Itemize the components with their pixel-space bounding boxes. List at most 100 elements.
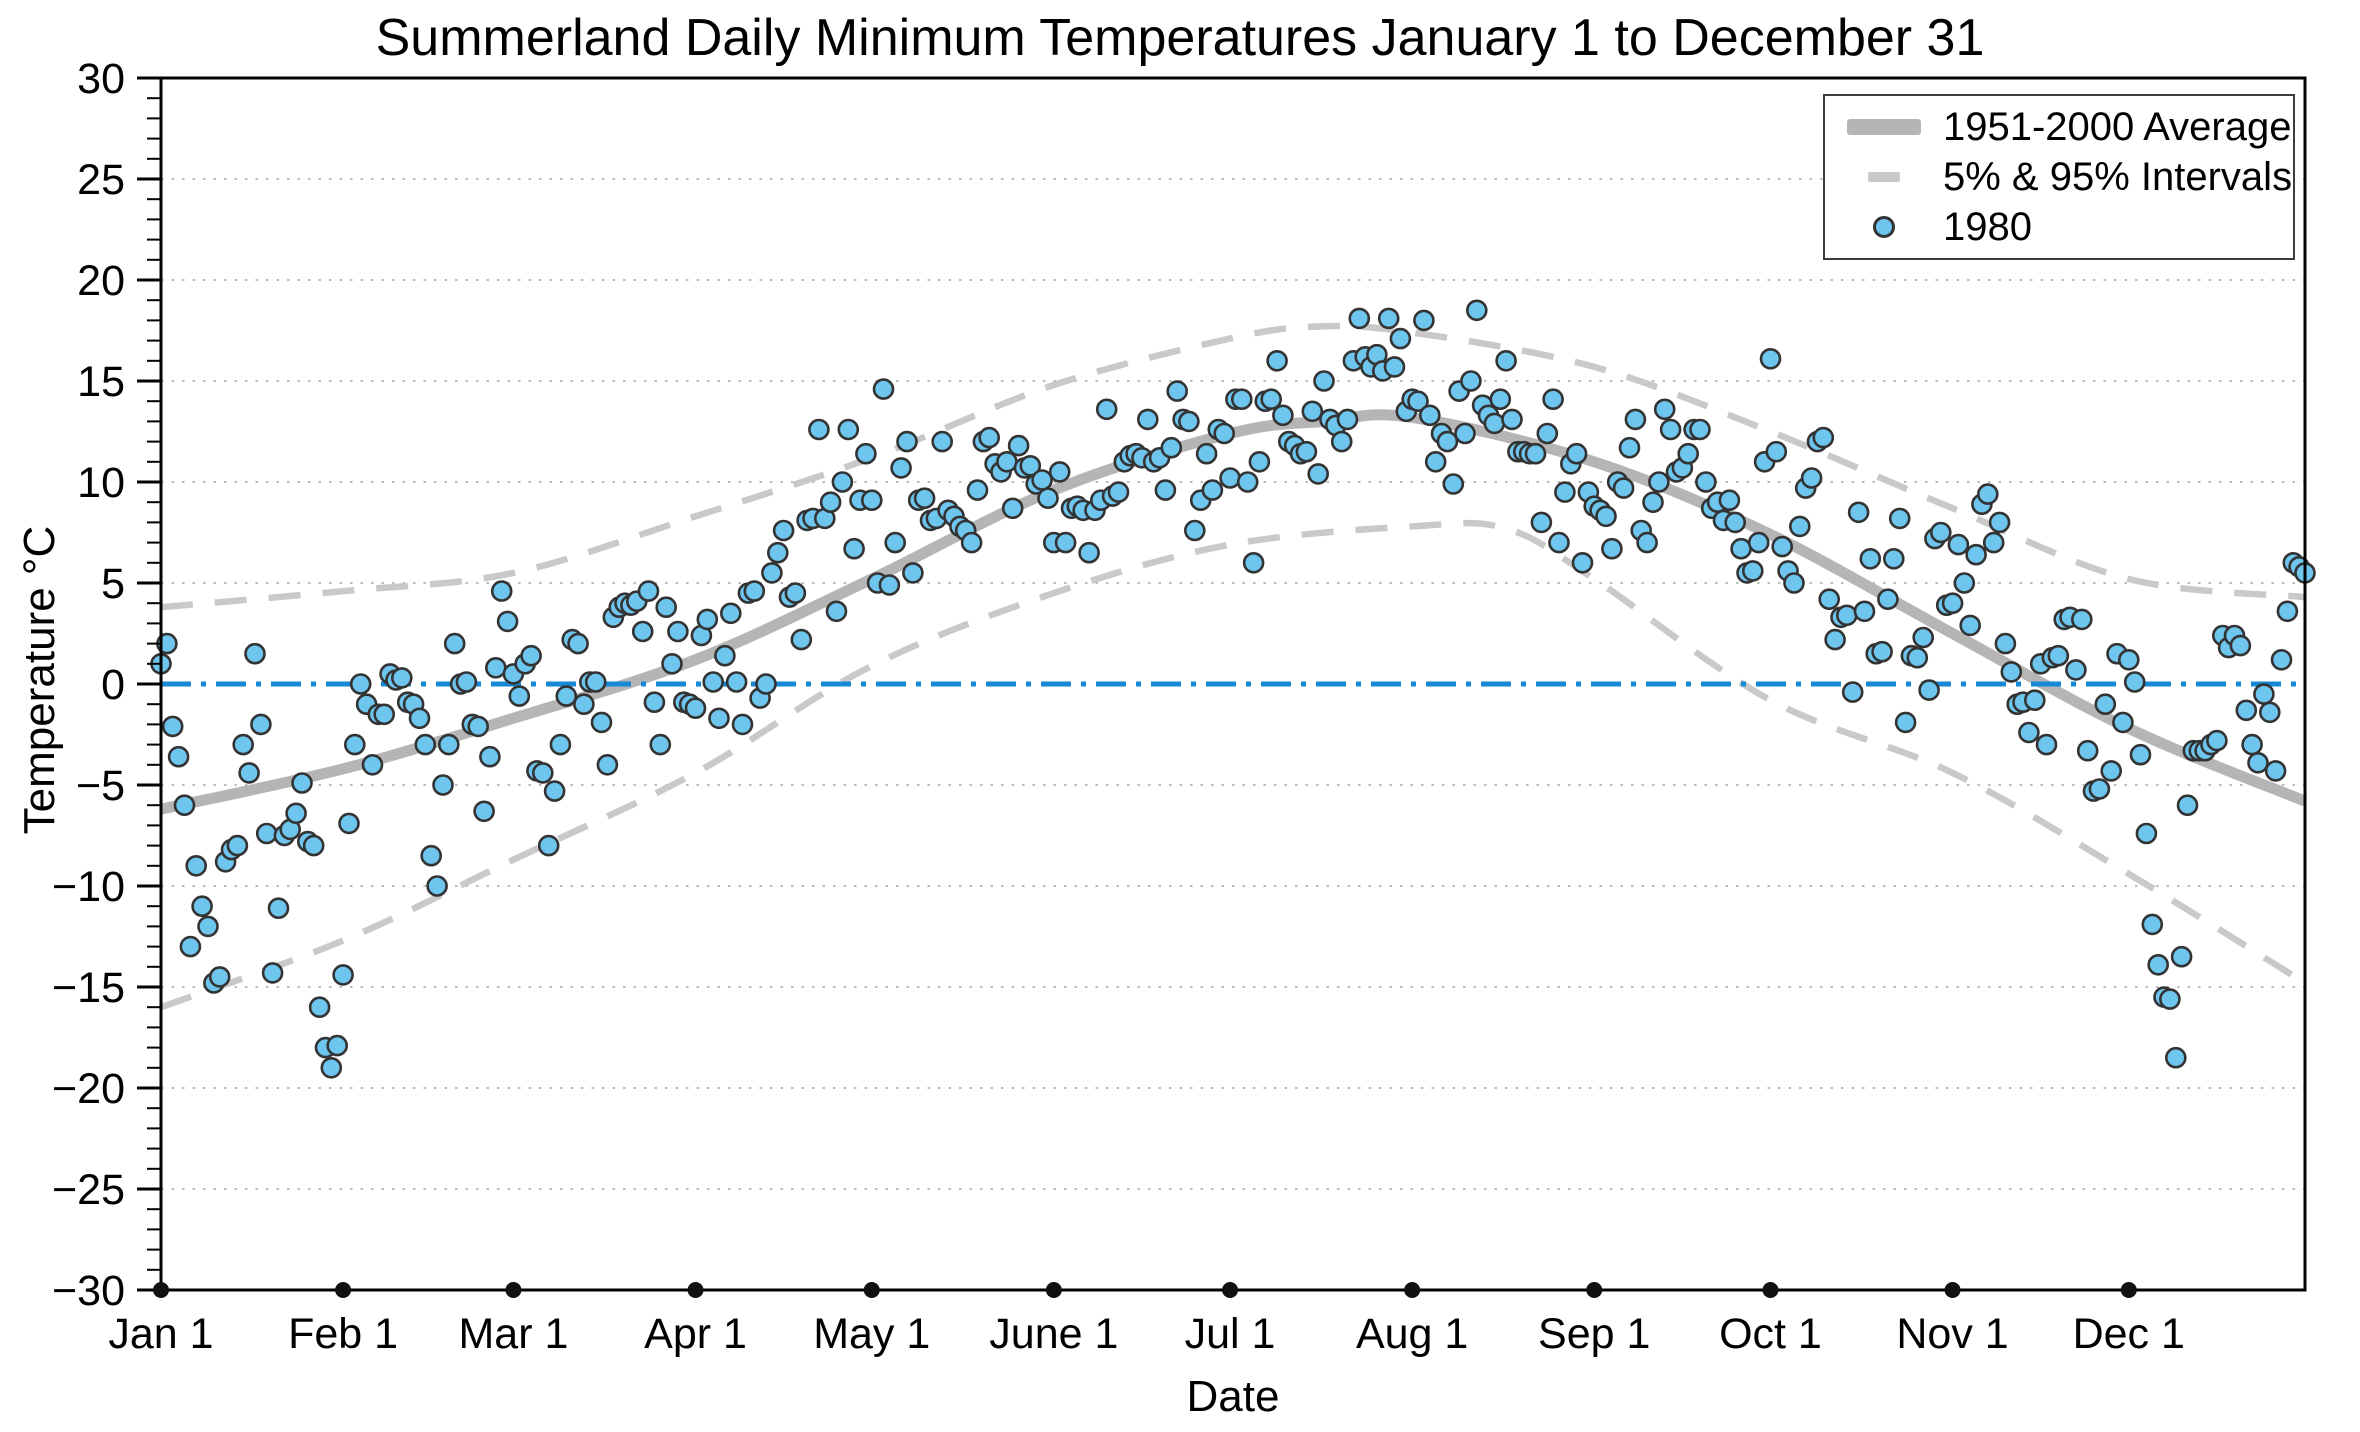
scatter-point xyxy=(2159,988,2181,1010)
scatter-point xyxy=(2076,739,2099,762)
y-tick-label: −10 xyxy=(52,863,125,911)
scatter-point xyxy=(1847,501,1870,524)
scatter-point xyxy=(2247,751,2269,774)
scatter-point xyxy=(2147,953,2169,976)
scatter-point xyxy=(643,691,666,714)
scatter-point xyxy=(267,897,290,920)
scatter-point xyxy=(1213,422,1235,445)
scatter-point xyxy=(2088,778,2111,800)
x-tick-label: Dec 1 xyxy=(2073,1310,2185,1358)
scatter-point xyxy=(1442,473,1465,495)
scatter-point xyxy=(1166,380,1188,402)
scatter-point xyxy=(473,800,495,823)
month-marker xyxy=(1222,1282,1239,1298)
scatter-point xyxy=(755,673,777,695)
scatter-point xyxy=(2235,699,2258,722)
scatter-point xyxy=(708,707,730,730)
scatter-point xyxy=(1859,547,1882,570)
scatter-point xyxy=(1260,388,1282,411)
scatter-point xyxy=(185,854,207,877)
scatter-point xyxy=(1054,531,1077,554)
scatter-point xyxy=(1160,436,1183,459)
scatter-point xyxy=(1612,477,1635,499)
scatter-point xyxy=(1571,551,1594,574)
scatter-point xyxy=(1377,307,1400,330)
month-marker xyxy=(863,1282,880,1298)
scatter-point xyxy=(1236,471,1259,493)
scatter-point xyxy=(1095,398,1118,421)
y-tick-label: −20 xyxy=(52,1065,125,1113)
scatter-point xyxy=(2176,794,2199,817)
scatter-point xyxy=(437,733,460,756)
scatter-point xyxy=(1389,327,1412,350)
scatter-point xyxy=(244,642,266,665)
scatter-point xyxy=(2229,634,2252,657)
scatter-point xyxy=(1178,410,1200,433)
scatter-point xyxy=(1824,628,1846,651)
y-tick-label: 30 xyxy=(77,55,125,103)
scatter-point xyxy=(2018,721,2040,744)
scatter-point xyxy=(2123,671,2146,693)
y-tick-label: 20 xyxy=(77,257,125,305)
scatter-point xyxy=(714,644,736,667)
scatter-point xyxy=(1542,388,1564,411)
scatter-point xyxy=(426,875,448,897)
scatter-point xyxy=(573,693,595,716)
scatter-point xyxy=(931,430,954,453)
scatter-point xyxy=(855,442,877,465)
scatter-point xyxy=(1765,440,1788,463)
scatter-point xyxy=(191,895,213,918)
scatter-point xyxy=(1307,463,1329,485)
scatter-point xyxy=(1877,588,1899,611)
scatter-point xyxy=(1994,632,2017,655)
scatter-point xyxy=(831,471,854,493)
scatter-point xyxy=(1747,531,1770,554)
scatter-point xyxy=(1742,560,1764,582)
x-tick-label: Jan 1 xyxy=(108,1310,213,1358)
y-tick-label: −5 xyxy=(76,762,125,810)
scatter-point xyxy=(1841,681,1864,703)
scatter-point xyxy=(1548,531,1570,554)
scatter-point xyxy=(2253,683,2275,705)
scatter-point xyxy=(1947,533,1970,556)
scatter-point xyxy=(1695,471,1717,493)
scatter-point xyxy=(2276,600,2299,623)
scatter-point xyxy=(2259,701,2281,724)
scatter-point xyxy=(549,733,572,756)
scatter-point xyxy=(1336,408,1359,431)
average-line xyxy=(159,409,2308,815)
scatter-point xyxy=(302,834,325,857)
upper-interval-line xyxy=(160,322,2306,611)
scatter-point xyxy=(843,537,865,560)
y-tick-label: −25 xyxy=(52,1166,125,1214)
scatter-point xyxy=(408,707,431,730)
scatter-point xyxy=(1883,547,1905,570)
scatter-point xyxy=(743,580,766,602)
scatter-point xyxy=(1295,440,1318,463)
scatter-point xyxy=(1894,711,1917,734)
scatter-point xyxy=(2264,760,2287,782)
scatter-point xyxy=(1601,537,1623,560)
scatter-point xyxy=(1383,356,1406,378)
legend-label-1980: 1980 xyxy=(1943,204,2032,249)
scatter-point xyxy=(584,671,607,693)
scatter-point xyxy=(496,610,519,633)
scatter-point xyxy=(1888,507,1911,530)
legend-item-intervals: 5% & 95% Intervals xyxy=(1825,152,2293,202)
lower-interval-line xyxy=(159,519,2307,1011)
x-tick-label: Nov 1 xyxy=(1896,1310,2008,1358)
scatter-point xyxy=(1771,535,1793,558)
scatter-point xyxy=(1219,467,1241,489)
scatter-point xyxy=(1836,604,1858,627)
scatter-point xyxy=(467,715,490,738)
scatter-point xyxy=(884,531,907,554)
scatter-point xyxy=(173,794,196,817)
scatter-point xyxy=(996,450,1018,473)
x-tick-label: Sep 1 xyxy=(1538,1310,1650,1358)
scatter-point xyxy=(978,426,1001,449)
scatter-point xyxy=(596,753,619,776)
scatter-point xyxy=(1853,600,1876,623)
y-tick-label: 10 xyxy=(77,459,125,507)
scatter-point xyxy=(326,1034,349,1057)
scatter-point xyxy=(1800,467,1823,489)
